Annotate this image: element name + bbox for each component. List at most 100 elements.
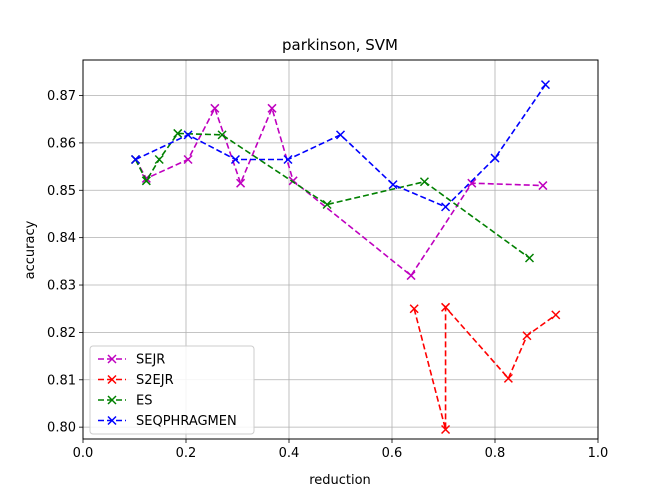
marker-stroke — [217, 130, 227, 140]
data-point-es — [141, 176, 151, 186]
marker-stroke — [441, 202, 451, 212]
series-es — [130, 128, 535, 263]
legend-entry-seqphragmen: SEQPHRAGMEN — [98, 414, 237, 429]
data-point-s2ejr — [409, 304, 419, 314]
legend-marker — [107, 354, 117, 364]
data-point-sejr — [267, 103, 277, 113]
marker-stroke — [335, 130, 346, 140]
data-point-seqphragmen — [441, 202, 451, 212]
legend-box — [89, 345, 255, 435]
legend-label: ES — [136, 394, 152, 409]
x-tick-label: 0.6 — [382, 446, 403, 461]
series-line-es — [134, 132, 530, 259]
data-point-s2ejr — [503, 373, 513, 383]
data-point-es — [154, 154, 164, 165]
data-point-es — [173, 128, 183, 138]
data-point-sejr — [210, 103, 220, 113]
data-point-s2ejr — [551, 310, 561, 320]
marker-stroke — [141, 176, 151, 186]
marker-stroke — [283, 154, 293, 165]
marker-stroke — [236, 178, 246, 188]
marker-stroke — [107, 374, 117, 385]
data-point-s2ejr — [522, 331, 532, 341]
y-tick-label: 0.82 — [47, 326, 76, 341]
marker-stroke — [183, 154, 193, 165]
x-tick-label: 1.0 — [588, 446, 609, 461]
marker-stroke — [107, 395, 117, 405]
data-point-seqphragmen — [540, 80, 551, 90]
series-seqphragmen — [130, 80, 551, 212]
data-point-s2ejr — [441, 424, 451, 435]
data-point-seqphragmen — [490, 153, 500, 163]
marker-stroke — [183, 130, 193, 140]
marker-stroke — [490, 153, 500, 163]
data-point-es — [419, 177, 429, 187]
y-tick-label: 0.85 — [47, 184, 76, 199]
marker-stroke — [267, 103, 277, 113]
data-point-seqphragmen — [335, 130, 346, 140]
legend-label: SEQPHRAGMEN — [136, 414, 237, 429]
marker-stroke — [419, 177, 429, 187]
data-point-seqphragmen — [230, 154, 240, 165]
data-point-seqphragmen — [183, 130, 193, 140]
x-tick-label: 0.4 — [279, 446, 300, 461]
marker-stroke — [538, 181, 548, 191]
data-point-sejr — [538, 181, 548, 191]
marker-stroke — [130, 154, 141, 165]
y-tick-label: 0.86 — [47, 136, 76, 151]
series-s2ejr — [409, 302, 561, 435]
data-point-s2ejr — [441, 302, 451, 312]
x-tick-label: 0.8 — [485, 446, 506, 461]
data-point-sejr — [183, 154, 193, 165]
y-tick-label: 0.81 — [47, 373, 76, 388]
legend-marker — [107, 415, 117, 426]
marker-stroke — [107, 354, 117, 364]
marker-stroke — [322, 199, 332, 210]
data-point-seqphragmen — [283, 154, 293, 165]
y-tick-label: 0.83 — [47, 279, 76, 294]
chart-title: parkinson, SVM — [282, 36, 398, 54]
marker-stroke — [524, 253, 535, 263]
data-point-sejr — [467, 178, 477, 188]
y-tick-label: 0.80 — [47, 421, 76, 436]
y-tick-label: 0.87 — [47, 89, 76, 104]
marker-stroke — [503, 373, 513, 383]
legend: SEJR S2EJR ES SEQPHRAGMEN — [89, 345, 255, 435]
legend-marker — [107, 374, 117, 385]
ticks: 0.0 0.2 0.4 0.6 0.8 1.0 0.80 0.81 0.82 0.83 0.84 0.… — [47, 89, 608, 461]
data-point-seqphragmen — [130, 154, 141, 165]
marker-stroke — [210, 103, 220, 113]
legend-label: S2EJR — [136, 373, 174, 388]
legend-label: SEJR — [136, 353, 165, 368]
legend-entry-es: ES — [98, 394, 152, 409]
marker-stroke — [154, 154, 164, 165]
marker-stroke — [107, 415, 117, 426]
marker-stroke — [540, 80, 551, 90]
marker-stroke — [288, 176, 298, 186]
marker-stroke — [551, 310, 561, 320]
data-point-sejr — [236, 178, 246, 188]
data-point-sejr — [288, 176, 298, 186]
marker-stroke — [467, 178, 477, 188]
x-tick-label: 0.2 — [176, 446, 197, 461]
data-point-seqphragmen — [388, 180, 398, 190]
x-axis-label: reduction — [309, 473, 371, 488]
y-axis-label: accuracy — [23, 220, 38, 279]
data-point-es — [524, 253, 535, 263]
y-tick-label: 0.84 — [47, 231, 76, 246]
legend-entry-sejr: SEJR — [98, 353, 165, 368]
x-tick-label: 0.0 — [73, 446, 94, 461]
marker-stroke — [173, 128, 183, 138]
data-point-es — [217, 130, 227, 140]
marker-stroke — [406, 271, 416, 281]
series-line-s2ejr — [413, 305, 557, 430]
legend-entry-s2ejr: S2EJR — [98, 373, 174, 388]
data-point-sejr — [406, 271, 416, 281]
data-point-es — [322, 199, 332, 210]
marker-stroke — [409, 304, 419, 314]
legend-marker — [107, 395, 117, 405]
series-layer — [130, 80, 561, 435]
marker-stroke — [441, 302, 451, 312]
marker-stroke — [388, 180, 398, 190]
